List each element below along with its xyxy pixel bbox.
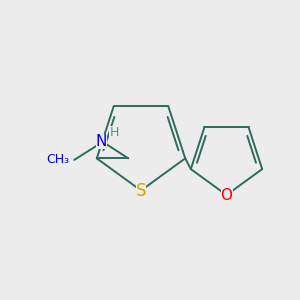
- Text: N: N: [96, 134, 107, 149]
- Text: O: O: [220, 188, 232, 202]
- Text: CH₃: CH₃: [46, 153, 69, 167]
- Text: H: H: [110, 126, 119, 139]
- Text: S: S: [136, 182, 146, 200]
